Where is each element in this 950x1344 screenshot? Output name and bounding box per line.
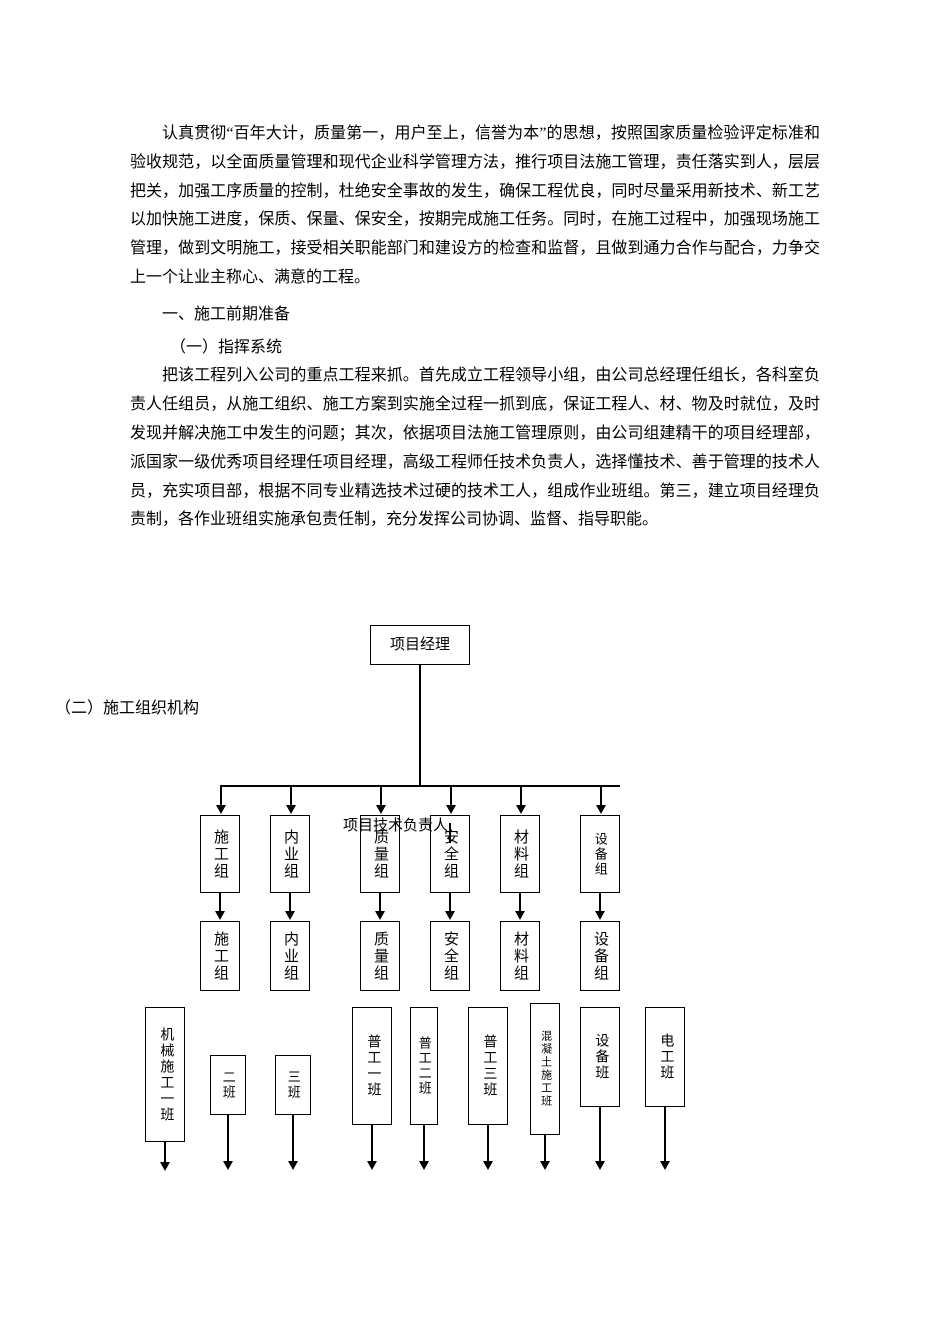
connector-line xyxy=(292,1115,294,1163)
subsection-1-1-title: （一）指挥系统 xyxy=(130,334,820,363)
box-row3-r0: 设备班 xyxy=(580,1007,620,1107)
arrow-icon xyxy=(595,1161,605,1170)
intro-paragraph: 认真贯彻“百年大计，质量第一，用户至上，信誉为本”的思想，按照国家质量检验评定标… xyxy=(130,120,820,293)
connector-line xyxy=(164,1142,166,1164)
connector-line xyxy=(289,893,291,913)
box-row1-0: 施工组 xyxy=(200,815,240,893)
arrow-icon xyxy=(540,1161,550,1170)
box-row1-1: 内业组 xyxy=(270,815,310,893)
box-row3-m2: 普工三班 xyxy=(468,1007,508,1125)
box-row2-3: 安全组 xyxy=(430,921,470,991)
arrow-icon xyxy=(596,805,606,814)
box-row2-5: 设备组 xyxy=(580,921,620,991)
section-1-title: 一、施工前期准备 xyxy=(130,301,820,330)
box-row3-overlay: 混凝土施工班 xyxy=(530,1003,560,1135)
arrow-icon xyxy=(215,911,225,920)
mid-overlay-text: 项目技术负责人 xyxy=(343,813,448,840)
arrow-icon xyxy=(375,911,385,920)
arrow-icon xyxy=(660,1161,670,1170)
subsection-1-2-title: （二）施工组织机构 xyxy=(55,695,199,724)
arrow-icon xyxy=(483,1161,493,1170)
connector-line xyxy=(290,785,292,807)
box-row3-m1: 普工二班 xyxy=(410,1007,438,1125)
box-row1-4: 材料组 xyxy=(500,815,540,893)
connector-line xyxy=(371,1125,373,1163)
connector-line xyxy=(423,1125,425,1163)
arrow-icon xyxy=(515,911,525,920)
connector-line xyxy=(599,893,601,913)
box-row2-1: 内业组 xyxy=(270,921,310,991)
arrow-icon xyxy=(367,1161,377,1170)
box-row3-r1: 电工班 xyxy=(645,1007,685,1107)
box-row3-left: 机械施工一班 xyxy=(145,1007,185,1142)
box-row2-0: 施工组 xyxy=(200,921,240,991)
box-row2-2: 质量组 xyxy=(360,921,400,991)
connector-line xyxy=(227,1115,229,1163)
arrow-icon xyxy=(445,911,455,920)
box-row1-5: 设备组 xyxy=(580,815,620,893)
command-system-paragraph: 把该工程列入公司的重点工程来抓。首先成立工程领导小组，由公司总经理任组长，各科室… xyxy=(130,362,820,535)
label-project-manager: 项目经理 xyxy=(390,636,450,654)
connector-line xyxy=(544,1135,546,1163)
connector-line xyxy=(419,665,421,785)
arrow-icon xyxy=(286,805,296,814)
connector-line xyxy=(450,785,452,807)
connector-line xyxy=(487,1125,489,1163)
arrow-icon xyxy=(285,911,295,920)
box-row3-m0: 普工一班 xyxy=(352,1007,392,1125)
connector-line xyxy=(664,1107,666,1163)
connector-line xyxy=(220,785,620,787)
connector-line xyxy=(519,893,521,913)
org-chart: 项目经理 （二）施工组织机构 项目技术负责人 施工组 内业组 质量组 安全组 材… xyxy=(70,565,770,1185)
connector-line xyxy=(449,823,451,843)
connector-line xyxy=(380,785,382,807)
connector-line xyxy=(379,893,381,913)
connector-line xyxy=(600,785,602,807)
arrow-icon xyxy=(419,1161,429,1170)
connector-line xyxy=(219,893,221,913)
arrow-icon xyxy=(288,1161,298,1170)
box-project-manager: 项目经理 xyxy=(370,625,470,665)
box-row2-4: 材料组 xyxy=(500,921,540,991)
box-row3-p0: 二班 xyxy=(210,1055,246,1115)
arrow-icon xyxy=(216,805,226,814)
arrow-icon xyxy=(223,1161,233,1170)
arrow-icon xyxy=(595,911,605,920)
connector-line xyxy=(599,1107,601,1163)
connector-line xyxy=(520,785,522,807)
arrow-icon xyxy=(516,805,526,814)
connector-line xyxy=(220,785,222,807)
arrow-icon xyxy=(160,1162,170,1171)
box-row3-p1: 三班 xyxy=(275,1055,311,1115)
connector-line xyxy=(449,893,451,913)
